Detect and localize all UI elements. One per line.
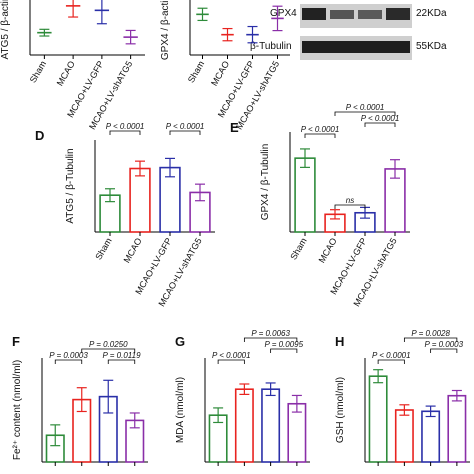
panel-label: D — [35, 128, 44, 143]
y-axis-label: ATG5 / β-Tubulin — [65, 148, 76, 223]
y-axis-label: GPX4 / β-actin — [160, 0, 171, 60]
p-value: P = 0.0028 — [411, 329, 450, 338]
bar — [234, 388, 254, 463]
bar — [421, 410, 441, 463]
p-value: ns — [346, 196, 354, 205]
x-tick-label: MCAO — [55, 59, 77, 87]
significance-bracket — [304, 133, 336, 138]
bar — [261, 388, 281, 463]
significance-bracket — [270, 348, 298, 353]
y-axis-label: Fe²⁺ content (nmol/ml) — [12, 360, 23, 460]
p-value: P < 0.0001 — [106, 122, 145, 131]
y-axis-label: MDA (nmol/ml) — [175, 377, 186, 443]
p-value: P = 0.0095 — [264, 340, 303, 349]
significance-bracket — [334, 204, 366, 209]
p-value: P = 0.0119 — [102, 351, 141, 360]
band — [330, 10, 354, 19]
significance-bracket — [217, 359, 245, 364]
y-axis-label: ATG5 / β-actin — [0, 0, 11, 59]
p-value: P < 0.0001 — [372, 351, 411, 360]
p-value: P < 0.0001 — [346, 103, 385, 112]
blot-size: 55KDa — [416, 41, 447, 52]
blot-label: GPX4 — [270, 8, 297, 19]
bar — [368, 375, 388, 463]
y-axis-label: GSH (nmol/ml) — [335, 377, 346, 443]
band — [386, 8, 410, 20]
panel-label: F — [12, 334, 20, 349]
p-value: P = 0.0250 — [89, 340, 128, 349]
x-tick-label: Sham — [288, 236, 308, 261]
x-tick-label: Sham — [28, 59, 48, 84]
significance-bracket — [54, 359, 83, 364]
significance-bracket — [403, 337, 458, 342]
bar — [129, 167, 151, 233]
band — [358, 10, 382, 19]
significance-bracket — [243, 337, 298, 342]
bar — [447, 394, 467, 463]
blot-label: β-Tubulin — [250, 41, 292, 52]
blot-size: 22KDa — [416, 8, 447, 19]
x-tick-label: Sham — [93, 236, 113, 261]
p-value: P < 0.0001 — [212, 351, 251, 360]
significance-bracket — [81, 348, 136, 353]
significance-bracket — [169, 130, 201, 135]
y-axis-label: GPX4 / β-Tubulin — [260, 144, 271, 221]
panel-label: H — [335, 334, 344, 349]
band — [302, 8, 326, 20]
p-value: P < 0.0001 — [166, 122, 205, 131]
significance-bracket — [377, 359, 405, 364]
significance-bracket — [109, 130, 141, 135]
panel-label: E — [230, 120, 239, 135]
x-tick-label: MCAO — [317, 236, 339, 264]
band — [302, 41, 410, 53]
significance-bracket — [430, 348, 458, 353]
x-tick-label: MCAO — [209, 59, 231, 87]
significance-bracket — [364, 122, 396, 127]
p-value: P = 0.0003 — [49, 351, 88, 360]
bar — [294, 157, 316, 233]
p-value: P < 0.0001 — [361, 114, 400, 123]
x-tick-label: Sham — [186, 59, 206, 84]
x-tick-label: MCAO — [122, 236, 144, 264]
significance-bracket — [334, 111, 396, 116]
p-value: P < 0.0001 — [301, 125, 340, 134]
panel-label: G — [175, 334, 185, 349]
significance-bracket — [107, 359, 136, 364]
bar — [394, 409, 414, 463]
p-value: P = 0.0003 — [424, 340, 463, 349]
p-value: P = 0.0063 — [251, 329, 290, 338]
